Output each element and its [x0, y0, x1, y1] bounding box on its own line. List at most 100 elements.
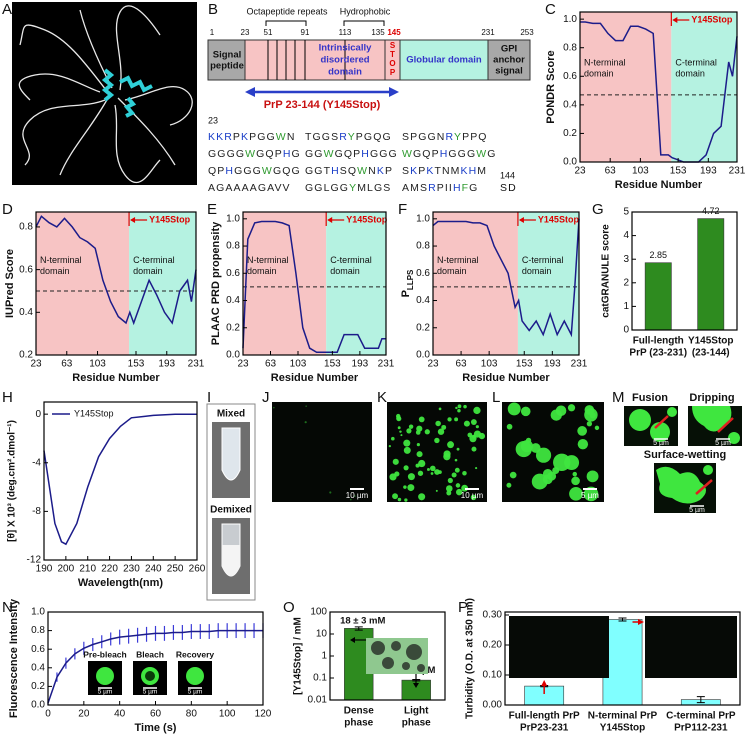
droplet: [530, 443, 541, 453]
droplet: [403, 446, 411, 454]
positions: 1 23 51 91 113 135 145 231 253: [210, 28, 534, 37]
x-tick-label: 231: [378, 359, 395, 370]
residue: I: [445, 182, 449, 194]
coil: [18, 73, 101, 101]
residue: G: [469, 182, 478, 194]
residue: G: [227, 148, 236, 160]
domain-label: anchor: [493, 55, 525, 66]
domain-label: GPI: [501, 44, 517, 55]
micrograph: [387, 402, 487, 502]
position: 253: [520, 28, 534, 37]
region-label: domain: [247, 266, 277, 276]
droplet: [397, 426, 401, 430]
droplet: [470, 494, 477, 501]
droplet: [471, 434, 476, 439]
residue: P: [410, 131, 418, 143]
x-tick-label: 60: [150, 709, 162, 720]
bracket: [265, 20, 385, 26]
sequence-group: QPHGGGWGQG: [208, 165, 301, 177]
panel-letter: M: [612, 389, 625, 406]
droplet: [424, 429, 430, 435]
coil: [115, 5, 161, 91]
signal-peptide-box: [207, 39, 246, 81]
droplet: [564, 455, 580, 471]
droplet: [455, 488, 463, 496]
x-tick-label: 193: [352, 359, 369, 370]
value-label: 2.85: [649, 250, 667, 260]
x-tick-label: 63: [61, 359, 73, 370]
residue: G: [313, 131, 322, 143]
domain-region: [671, 12, 737, 162]
process-label: Dripping: [689, 392, 734, 404]
droplet: [475, 425, 479, 429]
residue: W: [402, 148, 413, 160]
panel-letter: C: [545, 1, 556, 18]
droplet: [391, 641, 401, 651]
arrowhead: [541, 680, 548, 686]
scale-bar-label: 5 µm: [581, 491, 599, 500]
droplet: [96, 667, 114, 685]
residue: R: [445, 131, 454, 143]
region-label: domain: [584, 68, 614, 78]
y-axis-label: Fluorescence Intensity: [8, 598, 20, 718]
droplet: [583, 486, 599, 502]
residue: Q: [348, 165, 357, 177]
droplet: [416, 425, 423, 432]
droplet: [417, 470, 424, 476]
residue: Q: [422, 148, 431, 160]
arrowhead: [350, 637, 355, 643]
droplet: [416, 443, 420, 447]
plot-frame: [432, 211, 580, 356]
residue: G: [217, 148, 226, 160]
sequence-end: 144: [500, 170, 515, 180]
droplet: [371, 641, 385, 655]
panel-letter: K: [377, 389, 387, 406]
droplet: [569, 486, 583, 501]
residue: G: [382, 131, 391, 143]
y-tick-label: 0.8: [19, 222, 33, 233]
category-label: Y145Stop: [688, 336, 734, 347]
domain-label: peptide: [210, 61, 244, 72]
category-label: Dense: [344, 706, 374, 717]
x-tick-label: 103: [290, 359, 307, 370]
domain-region: [243, 212, 327, 355]
y-tick-label: 0.30: [483, 610, 503, 621]
residue: R: [428, 182, 437, 194]
error-bar: [696, 696, 705, 704]
y-tick-label: 0.6: [563, 71, 577, 82]
x-tick-label: 63: [265, 359, 277, 370]
droplet: [437, 428, 445, 435]
residue: P: [356, 131, 364, 143]
droplet: [416, 451, 423, 458]
helix: [101, 68, 115, 102]
residue: G: [374, 182, 383, 194]
droplet: [349, 498, 352, 501]
residue: N: [437, 131, 446, 143]
coil: [124, 86, 193, 126]
droplet: [305, 405, 307, 407]
x-tick-label: 200: [58, 564, 75, 575]
droplet: [430, 472, 434, 475]
droplet: [435, 420, 441, 427]
residue: G: [340, 182, 349, 194]
y-axis-label: [Y145Stop] / mM: [293, 617, 304, 695]
residue: Q: [208, 165, 217, 177]
dripping-image: 5 µm: [688, 406, 742, 447]
x-tick-label: 120: [255, 709, 272, 720]
sequence-group: GGTHSQWNKP: [305, 165, 393, 177]
region-label: N-terminal: [40, 255, 82, 265]
region-label: C-terminal: [330, 255, 372, 265]
droplet: [273, 407, 275, 409]
y-tick-label: 0.2: [19, 350, 33, 361]
droplet: [586, 421, 593, 427]
stop-letter: S: [390, 41, 396, 50]
residue: G: [458, 148, 467, 160]
droplet: [445, 485, 453, 492]
x-tick-label: 23: [427, 359, 439, 370]
panel-letter: D: [2, 201, 13, 218]
region-label: domain: [330, 266, 360, 276]
droplet: [418, 416, 425, 423]
data-line: [47, 629, 263, 704]
